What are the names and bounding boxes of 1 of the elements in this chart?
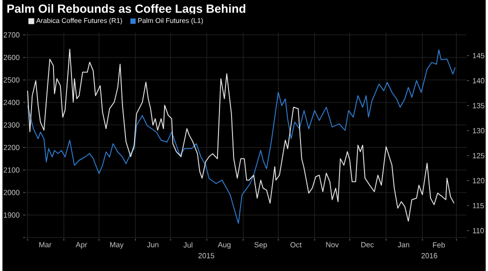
chart-title: Palm Oil Rebounds as Coffee Lags Behind [7,4,246,16]
